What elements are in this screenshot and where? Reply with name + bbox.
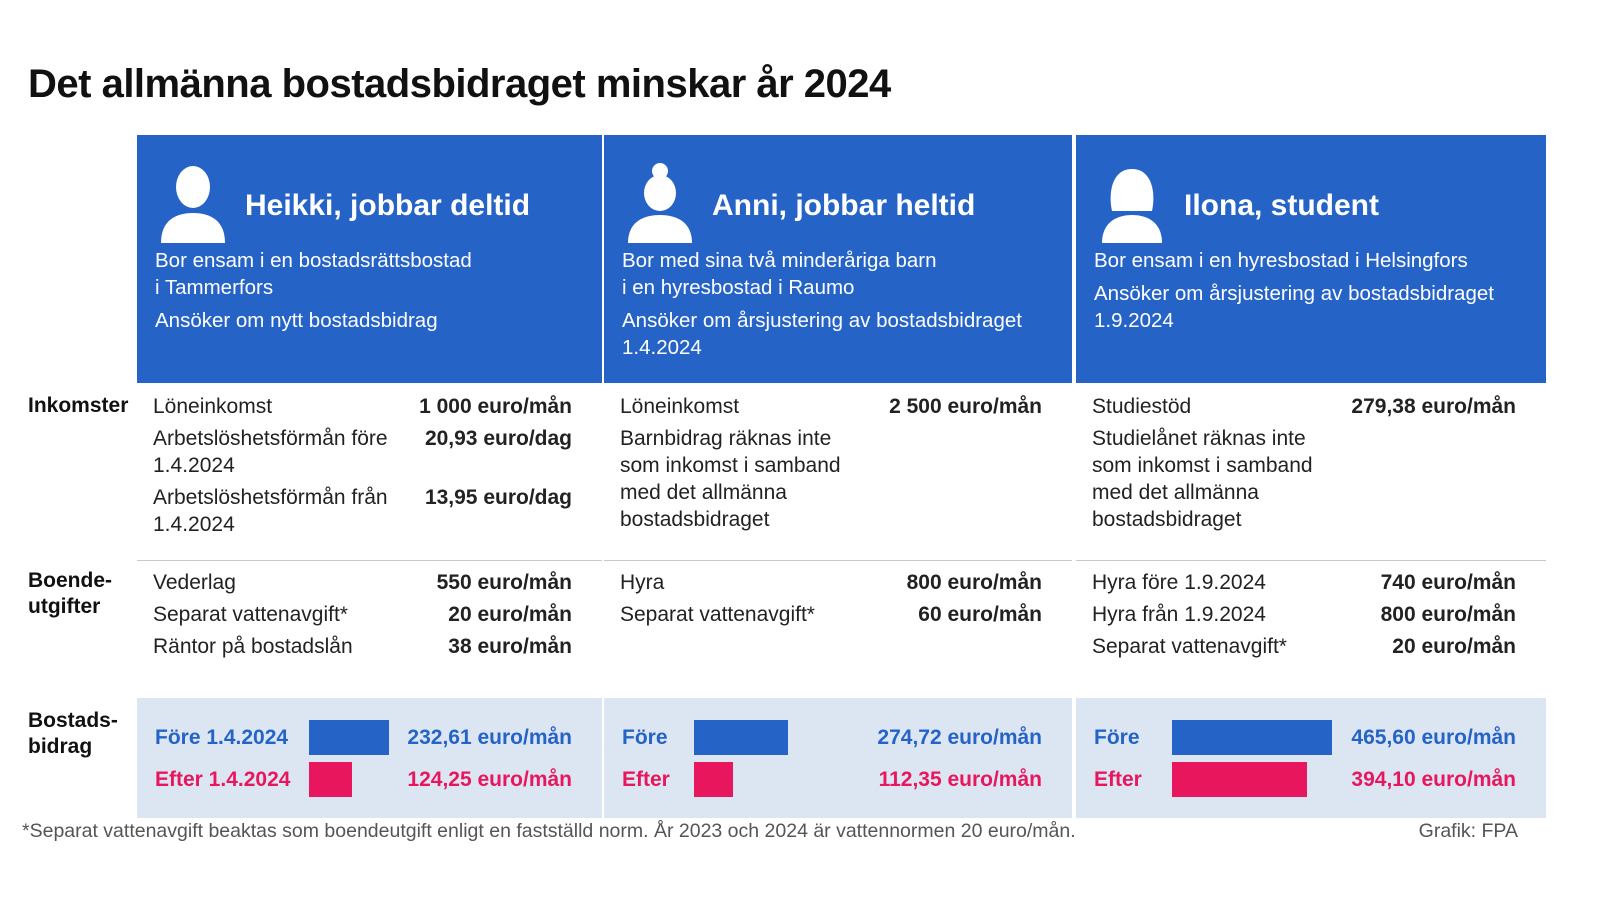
cost-label: Separat vattenavgift* (1092, 635, 1287, 658)
income-section: Studiestöd 279,38 euro/mån Studielånet r… (1076, 383, 1546, 561)
woman-bun-avatar-icon (628, 163, 692, 243)
man-avatar-icon (161, 166, 225, 243)
cost-value: 38 euro/mån (448, 635, 572, 658)
description-line: Bor ensam i en hyresbostad i Helsingfors (1094, 249, 1468, 272)
housing-costs-section: Vederlag 550 euro/mån Separat vattenavgi… (137, 561, 602, 693)
allowance-before-value: 465,60 euro/mån (1351, 726, 1516, 749)
income-value: 13,95 euro/dag (424, 486, 572, 509)
income-label: Arbetslöshetsförmån före 1.4.2024 (153, 427, 388, 477)
cost-label: Separat vattenavgift* (153, 603, 348, 626)
woman-avatar-icon (1102, 169, 1162, 243)
page-title: Det allmänna bostadsbidraget minskar år … (28, 62, 891, 106)
person-description: Bor ensam i en bostadsrättsbostad i Tamm… (155, 247, 592, 334)
allowance-after-row: Efter 394,10 euro/mån (1076, 762, 1546, 798)
cost-value: 20 euro/mån (1392, 635, 1516, 658)
income-section: Löneinkomst 2 500 euro/mån Barnbidrag rä… (604, 383, 1072, 561)
person-column-ilona: Ilona, student Bor ensam i en hyresbosta… (1076, 135, 1546, 818)
person-header: Heikki, jobbar deltid Bor ensam i en bos… (137, 135, 602, 383)
person-description: Bor ensam i en hyresbostad i Helsingfors… (1094, 247, 1536, 334)
person-name: Heikki, jobbar deltid (245, 189, 531, 222)
allowance-before-label: Före (1094, 726, 1140, 749)
income-value: 2 500 euro/mån (889, 395, 1042, 418)
cost-value: 20 euro/mån (448, 603, 572, 626)
allowance-after-value: 124,25 euro/mån (407, 768, 572, 791)
allowance-after-row: Efter 1.4.2024 124,25 euro/mån (137, 762, 602, 798)
income-label: Arbetslöshetsförmån från 1.4.2024 (153, 486, 388, 536)
income-label: Studiestöd (1092, 395, 1192, 418)
person-name: Anni, jobbar heltid (712, 189, 976, 222)
person-header: Anni, jobbar heltid Bor med sina två min… (604, 135, 1072, 383)
allowance-after-bar (309, 762, 352, 797)
cost-value: 740 euro/mån (1380, 571, 1516, 594)
income-value: 20,93 euro/dag (424, 427, 572, 450)
income-value: 1 000 euro/mån (419, 395, 572, 418)
housing-allowance-section: Före 465,60 euro/mån Efter 394,10 euro/m… (1076, 698, 1546, 818)
row-label-aid: Bostads- bidrag (28, 709, 118, 758)
allowance-before-row: Före 274,72 euro/mån (604, 720, 1072, 756)
allowance-before-row: Före 465,60 euro/mån (1076, 720, 1546, 756)
row-label-costs: Boende- utgifter (28, 569, 112, 618)
cost-label: Vederlag (153, 571, 236, 594)
allowance-after-row: Efter 112,35 euro/mån (604, 762, 1072, 798)
housing-costs-section: Hyra före 1.9.2024 740 euro/mån Hyra frå… (1076, 561, 1546, 693)
person-name: Ilona, student (1184, 189, 1379, 222)
description-line: Ansöker om nytt bostadsbidrag (155, 309, 438, 332)
allowance-before-row: Före 1.4.2024 232,61 euro/mån (137, 720, 602, 756)
person-description: Bor med sina två minderåriga barn i en h… (622, 247, 1062, 361)
allowance-before-bar (309, 720, 389, 755)
cost-label: Separat vattenavgift* (620, 603, 815, 626)
cost-label: Hyra från 1.9.2024 (1092, 603, 1266, 626)
allowance-after-label: Efter (622, 768, 670, 791)
income-note: Studielånet räknas inte som inkomst i sa… (1092, 427, 1313, 531)
cost-label: Räntor på bostadslån (153, 635, 353, 658)
footnote: *Separat vattenavgift beaktas som boende… (22, 820, 1076, 842)
cost-value: 550 euro/mån (436, 571, 572, 594)
person-header: Ilona, student Bor ensam i en hyresbosta… (1076, 135, 1546, 383)
cost-label: Hyra före 1.9.2024 (1092, 571, 1266, 594)
housing-allowance-section: Före 1.4.2024 232,61 euro/mån Efter 1.4.… (137, 698, 602, 818)
credit: Grafik: FPA (1418, 820, 1518, 842)
allowance-before-bar (1172, 720, 1332, 755)
cost-value: 800 euro/mån (906, 571, 1042, 594)
allowance-after-bar (694, 762, 733, 797)
income-label: Löneinkomst (620, 395, 740, 418)
allowance-after-label: Efter 1.4.2024 (155, 768, 291, 791)
allowance-after-value: 394,10 euro/mån (1351, 768, 1516, 791)
description-line: Bor ensam i en bostadsrättsbostad i Tamm… (155, 249, 472, 299)
row-label-income: Inkomster (28, 394, 129, 417)
cost-value: 60 euro/mån (918, 603, 1042, 626)
description-line: Ansöker om årsjustering av bostadsbidrag… (622, 309, 1022, 359)
person-column-heikki: Heikki, jobbar deltid Bor ensam i en bos… (137, 135, 602, 818)
allowance-before-value: 274,72 euro/mån (877, 726, 1042, 749)
cost-label: Hyra (620, 571, 665, 594)
housing-allowance-section: Före 274,72 euro/mån Efter 112,35 euro/m… (604, 698, 1072, 818)
income-note: Barnbidrag räknas inte som inkomst i sam… (620, 427, 841, 531)
income-section: Löneinkomst 1 000 euro/mån Arbetslöshets… (137, 383, 602, 561)
housing-costs-section: Hyra 800 euro/mån Separat vattenavgift* … (604, 561, 1072, 693)
income-label: Löneinkomst (153, 395, 273, 418)
description-line: Bor med sina två minderåriga barn i en h… (622, 249, 937, 299)
allowance-before-bar (694, 720, 788, 755)
allowance-after-label: Efter (1094, 768, 1142, 791)
allowance-after-value: 112,35 euro/mån (878, 768, 1042, 791)
cost-value: 800 euro/mån (1380, 603, 1516, 626)
income-value: 279,38 euro/mån (1351, 395, 1516, 418)
allowance-before-label: Före 1.4.2024 (155, 726, 289, 749)
person-column-anni: Anni, jobbar heltid Bor med sina två min… (604, 135, 1072, 818)
allowance-before-value: 232,61 euro/mån (407, 726, 572, 749)
description-line: Ansöker om årsjustering av bostadsbidrag… (1094, 282, 1494, 332)
allowance-after-bar (1172, 762, 1307, 797)
allowance-before-label: Före (622, 726, 668, 749)
